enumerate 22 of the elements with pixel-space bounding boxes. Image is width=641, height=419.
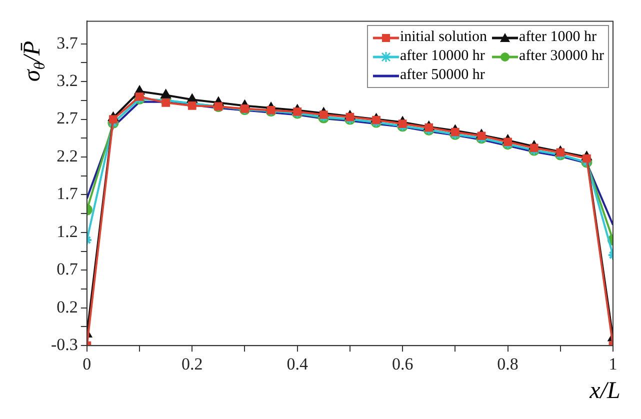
x-tick-label: 1: [608, 354, 618, 374]
x-tick-label: 0.8: [497, 354, 518, 374]
y-tick-label: 3.2: [56, 71, 78, 90]
legend-label: after 30000 hr: [519, 48, 604, 64]
x-tick-label: 0.6: [392, 354, 414, 374]
x-tick-label: 0.2: [182, 354, 203, 374]
legend-label: after 10000 hr: [400, 48, 485, 64]
y-tick-label: 3.7: [56, 33, 78, 52]
y-tick-label: 0.2: [56, 297, 78, 316]
x-axis-title: x/L: [588, 378, 620, 404]
x-tick-label: 0: [82, 354, 92, 374]
y-tick-label: -0.3: [50, 335, 78, 354]
y-tick-label: 2.2: [56, 146, 78, 166]
x-tick-label: 0.4: [286, 354, 308, 374]
legend-label: initial solution: [400, 29, 488, 46]
y-tick-label: 1.7: [56, 184, 78, 204]
y-tick-label: 0.7: [56, 260, 78, 279]
y-axis-title: σθ/P̄: [19, 40, 48, 82]
y-tick-label: 1.2: [56, 222, 78, 241]
legend-label: after 1000 hr: [519, 29, 596, 46]
y-tick-label: 2.7: [56, 108, 78, 128]
legend-label: after 50000 hr: [400, 67, 485, 84]
